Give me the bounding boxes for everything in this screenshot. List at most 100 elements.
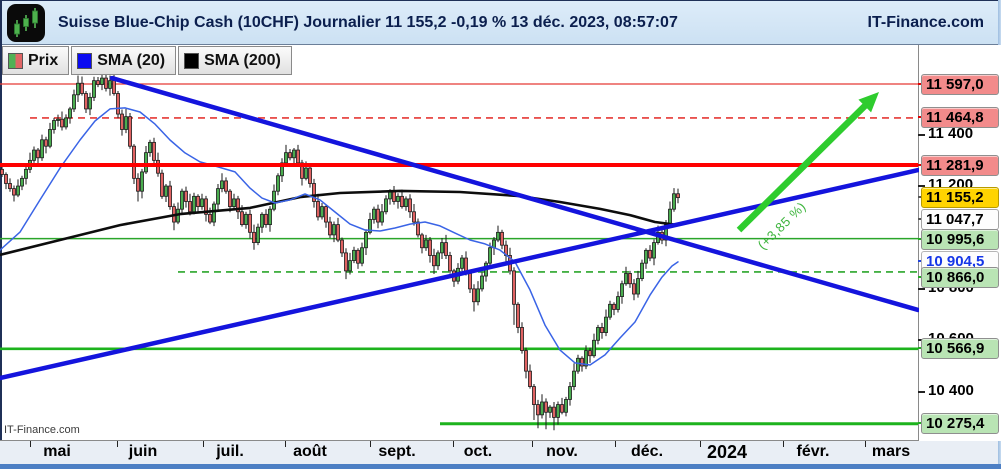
candle-down (544, 401, 548, 413)
axis-badge-109956: 10 995,6 (921, 229, 999, 250)
candle-down (324, 206, 328, 223)
candle-up (460, 257, 464, 269)
candle-up (396, 195, 400, 202)
candle-up (564, 399, 568, 413)
candle-up (244, 213, 248, 226)
legend-item-prix[interactable]: Prix (2, 46, 70, 75)
candle-down (160, 172, 164, 197)
candle-down (8, 183, 12, 190)
candle-up (368, 219, 372, 233)
plot-watermark: IT-Finance.com (4, 424, 80, 436)
candle-up (352, 249, 356, 262)
sma200-line[interactable] (0, 189, 680, 257)
candle-down (500, 231, 504, 246)
candle-up (272, 190, 276, 210)
candle-up (364, 231, 368, 249)
candle-down (116, 93, 120, 115)
candle-down (400, 195, 404, 208)
candle-up (100, 77, 104, 85)
axis-badge-105669: 10 566,9 (921, 338, 999, 359)
candle-up (488, 247, 492, 264)
legend-item-sma200[interactable]: SMA (200) (178, 46, 292, 75)
candle-up (72, 94, 76, 110)
candle-down (412, 211, 416, 223)
sma20-swatch-icon (77, 52, 93, 69)
month-tick (203, 441, 204, 447)
candle-up (56, 118, 60, 121)
candle-up (216, 188, 220, 205)
axis-badge-112819: 11 281,9 (921, 155, 999, 176)
candle-down (316, 201, 320, 218)
brand-link: IT-Finance.com (867, 14, 984, 31)
window-frame (0, 0, 2, 469)
projection-arrow[interactable] (736, 99, 872, 233)
axis-tick-label: 10 400 (928, 381, 974, 399)
month-label-mars: mars (871, 443, 911, 460)
candle-up (332, 224, 336, 236)
candle-down (248, 213, 252, 233)
candle-up (568, 386, 572, 400)
candle-up (360, 247, 364, 264)
candle-up (440, 242, 444, 254)
candle-up (164, 185, 168, 197)
candle-up (268, 208, 272, 226)
candle-down (532, 386, 536, 405)
candle-down (312, 183, 316, 202)
month-tick (700, 441, 701, 447)
sma20-line[interactable] (0, 107, 679, 366)
candle-down (340, 239, 344, 254)
candle-down (356, 249, 360, 264)
candle-down (600, 327, 604, 333)
candle-up (16, 185, 20, 196)
candle-down (628, 273, 632, 285)
month-tick (532, 441, 533, 447)
candle-down (408, 198, 412, 213)
candle-down (112, 80, 116, 94)
candle-up (304, 167, 308, 179)
candle-up (644, 249, 648, 264)
candle-up (404, 198, 408, 208)
time-axis[interactable]: mai juin juil. août sept. oct. nov. déc. 2024 fév… (0, 441, 998, 464)
candle-up (256, 226, 260, 244)
candle-down (204, 198, 208, 215)
candle-up (604, 316, 608, 333)
candle-up (540, 401, 544, 416)
plot-area[interactable]: (+3,85 %) (0, 45, 919, 441)
window-frame (0, 0, 1001, 1)
header-bar: Suisse Blue-Chip Cash (10CHF) Journalier… (2, 1, 998, 45)
candle-up (556, 404, 560, 418)
candle-down (12, 188, 16, 196)
candle-up (596, 327, 600, 341)
candle-up (292, 149, 296, 159)
candle-up (584, 350, 588, 367)
trendline-descending-resistance[interactable] (109, 75, 919, 313)
month-label-2024: 2024 (706, 442, 748, 462)
candle-up (652, 242, 656, 259)
candle-down (344, 252, 348, 272)
candle-up (260, 213, 264, 228)
projection-arrowhead (858, 91, 879, 113)
month-label-juil: juil. (216, 443, 244, 460)
candle-down (524, 350, 528, 372)
candle-up (548, 406, 552, 413)
month-tick (117, 441, 118, 447)
candle-up (220, 180, 224, 190)
sma200-swatch-icon (184, 52, 200, 69)
month-tick (615, 441, 616, 447)
legend-item-label: Prix (28, 51, 59, 69)
candle-down (428, 239, 432, 256)
candle-down (132, 145, 136, 179)
axis-tick (918, 185, 925, 188)
candle-up (380, 211, 384, 223)
axis-badge-111552: 11 155,2 (921, 187, 999, 208)
candle-down (444, 242, 448, 256)
candle-up (276, 175, 280, 192)
candle-series (0, 72, 680, 431)
candle-down (104, 77, 108, 89)
candle-up (480, 275, 484, 290)
candle-down (336, 224, 340, 241)
candle-up (200, 198, 204, 208)
candle-down (472, 288, 476, 303)
legend-item-sma20[interactable]: SMA (20) (71, 46, 177, 75)
